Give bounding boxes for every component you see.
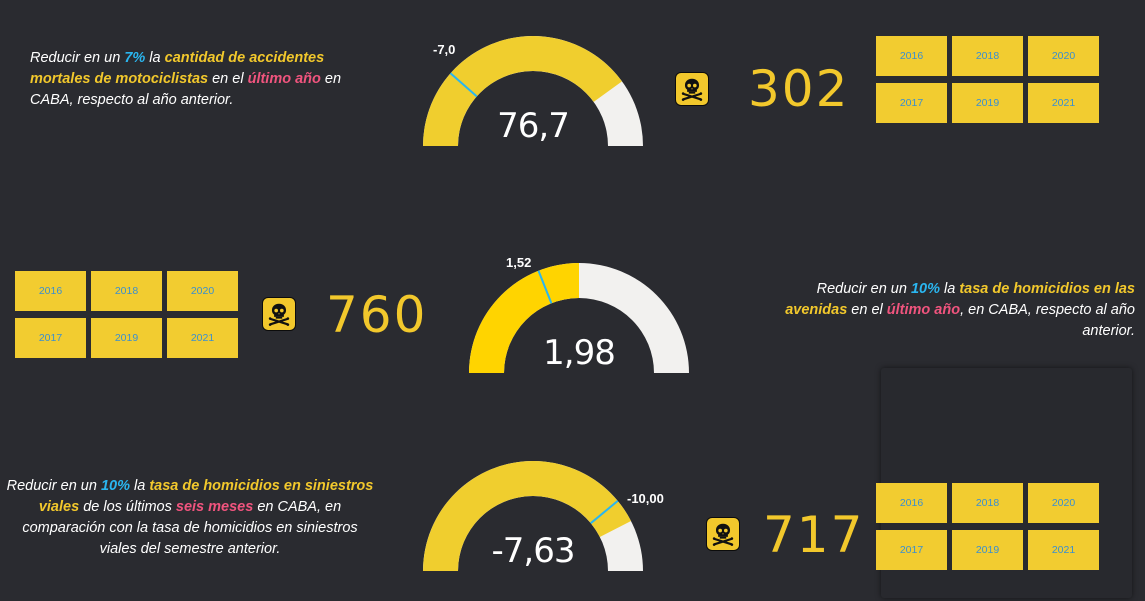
year-button-2017[interactable]: 2017: [876, 83, 947, 123]
kpi-3-desc-segment: seis meses: [175, 499, 254, 515]
year-button-2018[interactable]: 2018: [952, 483, 1023, 523]
kpi-1-desc-segment: cantidad de accidentes mortales de motoc…: [30, 50, 325, 87]
year-button-2018[interactable]: 2018: [91, 271, 162, 311]
kpi-3-count: 717: [763, 506, 865, 564]
kpi-2-year-filter: 2016 2018 2020 2017 2019 2021: [15, 271, 238, 358]
kpi-2-desc-segment: en el: [847, 302, 887, 318]
year-button-2016[interactable]: 2016: [15, 271, 86, 311]
kpi-1-desc-segment: la: [145, 50, 165, 66]
kpi-3-gauge: -7,63: [420, 461, 646, 571]
kpi-1-gauge-value: 76,7: [497, 106, 570, 146]
year-button-2017[interactable]: 2017: [876, 530, 947, 570]
kpi-1-year-filter: 2016 2018 2020 2017 2019 2021: [876, 36, 1099, 123]
year-button-2019[interactable]: 2019: [952, 530, 1023, 570]
kpi-2-desc-segment: último año: [886, 302, 961, 318]
year-button-2017[interactable]: 2017: [15, 318, 86, 358]
kpi-1-skull-icon: [675, 72, 709, 106]
kpi-1-gauge-arc: [423, 36, 643, 146]
kpi-3-desc-segment: Reducir en un: [6, 478, 101, 494]
kpi-3-gauge-arc: [423, 461, 643, 571]
kpi-3-desc-segment: en CABA, en comparación con la tasa de h…: [22, 499, 358, 557]
kpi-1-description: Reducir en un 7% la cantidad de accident…: [30, 48, 385, 111]
kpi-3-description: Reducir en un 10% la tasa de homicidios …: [2, 476, 378, 560]
gauge-fill: [423, 36, 622, 146]
kpi-2-desc-segment: 10%: [910, 281, 940, 297]
kpi-2-gauge-value: 1,98: [543, 333, 616, 373]
kpi-2-desc-segment: Reducir en un: [816, 281, 911, 297]
year-button-2020[interactable]: 2020: [1028, 36, 1099, 76]
kpi-3-skull-icon: [706, 517, 740, 551]
gauge-fill: [423, 461, 632, 571]
kpi-2-description: Reducir en un 10% la tasa de homicidios …: [755, 279, 1135, 342]
gauge-target-marker: [590, 500, 619, 524]
kpi-3-desc-segment: 10%: [100, 478, 130, 494]
kpi-1-count: 302: [748, 60, 850, 118]
year-button-2021[interactable]: 2021: [167, 318, 238, 358]
kpi-2-desc-segment: tasa de homicidios en las avenidas: [785, 281, 1135, 318]
kpi-3-desc-segment: de los últimos: [79, 499, 176, 515]
year-button-2020[interactable]: 2020: [167, 271, 238, 311]
kpi-1-desc-segment: último año: [247, 71, 321, 87]
kpi-2-gauge-arc: [469, 263, 689, 373]
kpi-3-desc-segment: tasa de homicidios en siniestros viales: [38, 478, 374, 515]
year-button-2018[interactable]: 2018: [952, 36, 1023, 76]
year-button-2019[interactable]: 2019: [952, 83, 1023, 123]
kpi-2-skull-icon: [262, 297, 296, 331]
year-button-2021[interactable]: 2021: [1028, 83, 1099, 123]
kpi-3-desc-segment: la: [129, 478, 150, 494]
gauge-target-marker: [537, 270, 553, 304]
year-button-2016[interactable]: 2016: [876, 483, 947, 523]
year-button-2021[interactable]: 2021: [1028, 530, 1099, 570]
kpi-1-desc-segment: Reducir en un: [30, 50, 125, 66]
kpi-2-desc-segment: la: [939, 281, 960, 297]
kpi-1-desc-segment: 7%: [124, 50, 146, 66]
year-button-2020[interactable]: 2020: [1028, 483, 1099, 523]
kpi-1-desc-segment: en CABA, respecto al año anterior.: [30, 71, 342, 108]
year-button-2016[interactable]: 2016: [876, 36, 947, 76]
kpi-1-gauge: 76,7: [420, 36, 646, 146]
kpi-2-gauge-target: 1,52: [506, 255, 532, 270]
kpi-2-count: 760: [326, 286, 428, 344]
kpi-2-gauge: 1,98: [466, 263, 692, 373]
year-button-2019[interactable]: 2019: [91, 318, 162, 358]
kpi-1-gauge-target: -7,0: [433, 42, 456, 57]
kpi-3-year-filter: 2016 2018 2020 2017 2019 2021: [876, 483, 1099, 570]
kpi-3-gauge-value: -7,63: [491, 531, 576, 571]
kpi-2-desc-segment: , en CABA, respecto al año anterior.: [960, 302, 1135, 339]
kpi-1-desc-segment: en el: [208, 71, 248, 87]
kpi-3-gauge-target: -10,00: [627, 491, 664, 506]
gauge-fill: [469, 263, 579, 373]
gauge-target-marker: [449, 72, 478, 98]
